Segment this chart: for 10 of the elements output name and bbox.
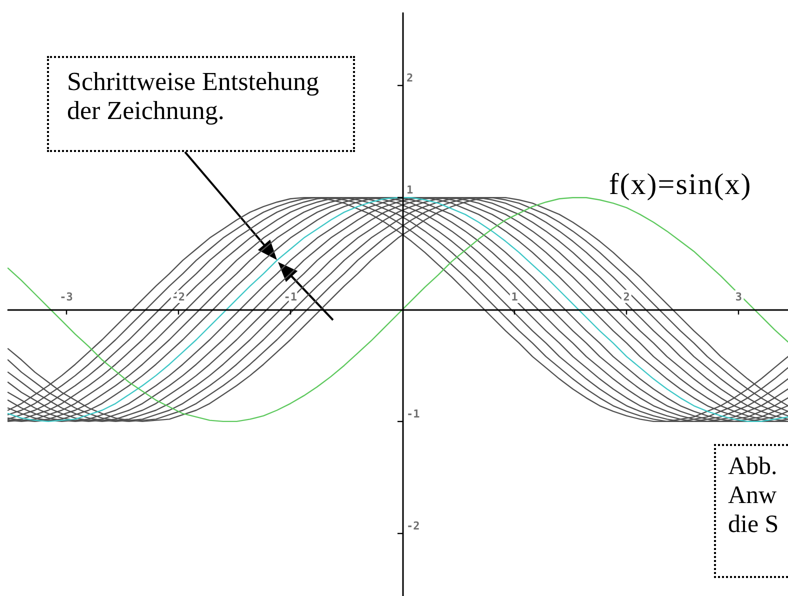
annotation: Abb. Anw die S xyxy=(728,452,779,539)
y-tick-label: 2 xyxy=(406,72,414,85)
x-tick-label: 3 xyxy=(735,290,742,304)
y-tick-label: -1 xyxy=(406,407,420,420)
series-label: f(x)=sin(x) xyxy=(608,168,752,202)
x-tick-label: -3 xyxy=(60,290,73,304)
annotation: Schrittweise Entstehung der Zeichnung. xyxy=(67,67,320,125)
y-tick-label: -2 xyxy=(406,519,420,532)
y-tick-label: 1 xyxy=(406,184,414,197)
x-tick-label: 2 xyxy=(623,290,630,304)
